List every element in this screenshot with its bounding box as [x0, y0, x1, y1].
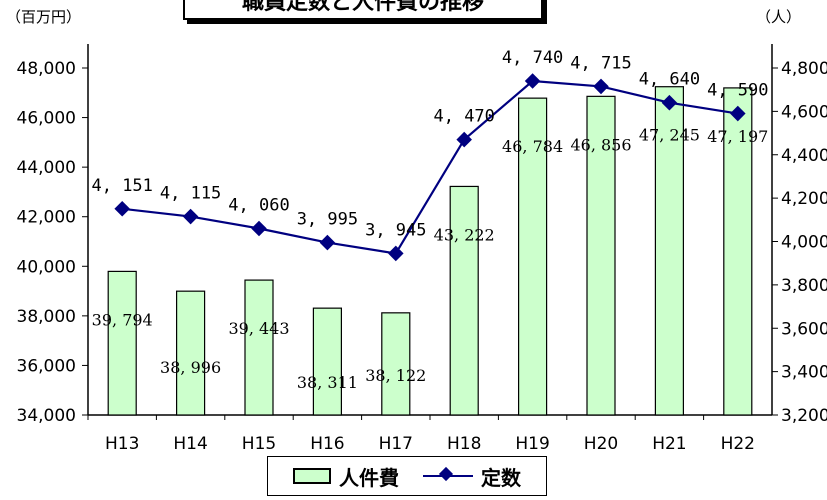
x-axis-tick-label: H19: [515, 434, 549, 454]
bar: [654, 86, 685, 416]
right-axis-tick-label: 4,200: [781, 189, 827, 209]
bar-data-label: 39, 443: [228, 319, 289, 338]
right-axis-tick-label: 3,200: [781, 406, 827, 426]
bar: [176, 290, 206, 416]
line-data-label: 4, 060: [228, 195, 289, 215]
legend-bar-swatch: [293, 468, 331, 484]
bar-data-label: 47, 245: [639, 126, 700, 145]
right-axis-tick-label: 3,600: [781, 319, 827, 339]
line-point-marker: [251, 220, 267, 237]
bar-data-label: 38, 311: [297, 373, 358, 392]
bar: [244, 279, 274, 416]
line-point-marker: [388, 245, 404, 262]
bar-data-label: 39, 794: [92, 310, 153, 329]
legend: 人件費 定数: [267, 456, 547, 496]
bar: [312, 307, 342, 416]
line-point-marker: [319, 234, 336, 251]
bar-data-label: 38, 122: [365, 366, 426, 385]
line-point-marker: [182, 208, 199, 225]
line-data-label: 4, 590: [707, 81, 768, 101]
line-data-label: 4, 715: [570, 53, 631, 73]
right-axis-tick-label: 3,800: [781, 276, 827, 296]
legend-line-marker-icon: [423, 466, 473, 486]
bar-data-label: 38, 996: [160, 358, 221, 377]
left-axis-tick-label: 46,000: [17, 109, 76, 129]
left-axis-tick-label: 44,000: [17, 158, 76, 178]
x-axis-tick-label: H16: [310, 434, 344, 454]
left-axis-unit: （百万円）: [6, 8, 82, 26]
line-point-marker: [456, 131, 472, 148]
x-axis-tick-label: H21: [652, 434, 686, 454]
bar-data-label: 47, 197: [707, 127, 768, 146]
chart-title: 職員定数と人件費の推移: [183, 0, 543, 20]
line-data-label: 4, 115: [160, 184, 221, 204]
line-data-label: 4, 640: [639, 70, 700, 90]
line-data-label: 3, 945: [365, 220, 426, 240]
x-axis-tick-label: H20: [584, 434, 618, 454]
bar: [723, 87, 753, 416]
x-axis-tick-label: H18: [447, 434, 481, 454]
bar: [449, 185, 479, 416]
bar: [381, 312, 411, 416]
x-axis-tick-label: H14: [173, 434, 207, 454]
left-axis-tick-label: 34,000: [17, 406, 76, 426]
right-axis-tick-label: 4,000: [781, 233, 827, 253]
x-axis-tick-label: H22: [721, 434, 755, 454]
left-axis-tick-label: 42,000: [17, 208, 76, 228]
line-point-marker: [114, 200, 130, 217]
line-data-label: 4, 470: [433, 107, 494, 127]
bar: [107, 270, 137, 416]
x-axis-tick-label: H13: [105, 434, 139, 454]
left-axis-tick-label: 40,000: [17, 257, 76, 277]
bar-data-label: 43, 222: [434, 225, 495, 244]
legend-bar-label: 人件費: [339, 465, 399, 490]
right-axis-tick-label: 4,800: [781, 59, 827, 79]
left-axis-tick-label: 38,000: [17, 307, 76, 327]
left-axis-tick-label: 48,000: [17, 59, 76, 79]
right-axis-tick-label: 3,400: [781, 363, 827, 383]
x-axis-tick-label: H15: [242, 434, 276, 454]
x-axis-tick-label: H17: [379, 434, 413, 454]
line-data-label: 3, 995: [297, 210, 358, 230]
right-axis-unit: （人）: [756, 8, 802, 26]
line-point-marker: [593, 78, 609, 95]
bar-data-label: 46, 856: [570, 135, 631, 154]
bar: [517, 97, 548, 416]
legend-line-label: 定数: [481, 465, 521, 490]
line-data-label: 4, 151: [91, 176, 152, 196]
bar-data-label: 46, 784: [502, 137, 563, 156]
line-series: [122, 79, 738, 255]
right-axis-tick-label: 4,400: [781, 146, 827, 166]
right-axis-tick-label: 4,600: [781, 102, 827, 122]
left-axis-tick-label: 36,000: [17, 356, 76, 376]
line-data-label: 4, 740: [502, 48, 563, 68]
bar: [586, 95, 616, 416]
